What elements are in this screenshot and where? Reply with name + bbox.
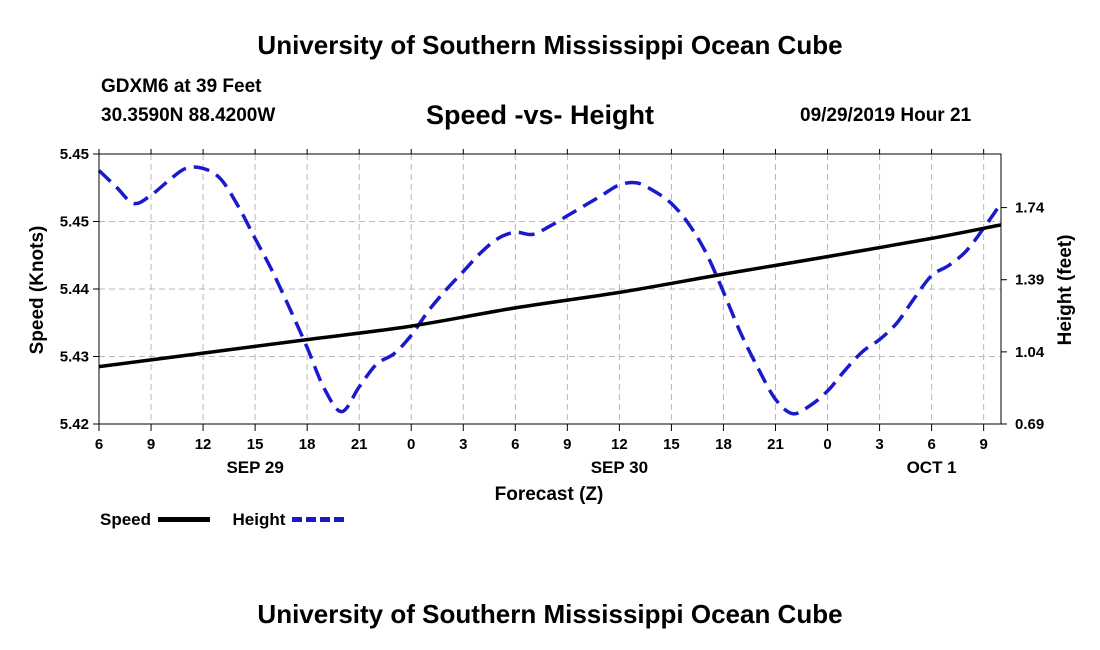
x-tick-label: 0 (407, 436, 415, 453)
station-label: GDXM6 at 39 Feet (101, 76, 262, 97)
x-tick-label: 3 (875, 436, 883, 453)
x-tick-label: 12 (195, 436, 212, 453)
legend-height-swatch (292, 517, 345, 523)
legend-speed-label: Speed (100, 509, 152, 529)
x-tick-label: 21 (351, 436, 368, 453)
chart-title: Speed -vs- Height (426, 100, 655, 130)
x-tick-label: 12 (611, 436, 628, 453)
y-right-tick-label: 1.39 (1015, 272, 1044, 289)
x-date-label: SEP 30 (591, 458, 648, 477)
x-tick-label: 0 (823, 436, 831, 453)
y-left-tick-label: 5.45 (60, 146, 89, 163)
x-tick-label: 3 (459, 436, 467, 453)
x-date-label: SEP 29 (226, 458, 283, 477)
x-tick-label: 6 (511, 436, 519, 453)
x-tick-label: 6 (95, 436, 103, 453)
x-tick-label: 6 (927, 436, 935, 453)
y-axis-label-right: Height (feet) (1055, 235, 1076, 346)
y-right-tick-label: 0.69 (1015, 416, 1044, 433)
series-lines (97, 165, 1003, 416)
y-right-tick-label: 1.04 (1015, 344, 1045, 361)
y-left-tick-label: 5.44 (60, 281, 90, 298)
x-tick-label: 15 (663, 436, 680, 453)
x-tick-label: 9 (979, 436, 987, 453)
x-tick-label: 18 (299, 436, 316, 453)
speed-series-line (98, 223, 1002, 369)
x-tick-label: 15 (247, 436, 264, 453)
y-left-tick-label: 5.42 (60, 416, 89, 433)
forecast-datetime: 09/29/2019 Hour 21 (800, 105, 972, 126)
x-date-label: OCT 1 (907, 458, 957, 477)
x-axis-label: Forecast (Z) (495, 484, 604, 505)
legend: Speed Height (100, 509, 345, 530)
y-axis-label-left: Speed (Knots) (27, 226, 48, 355)
y-right-tick-label: 1.74 (1015, 200, 1045, 217)
legend-speed-swatch (157, 517, 210, 523)
height-series-line (97, 165, 1003, 416)
coordinates-label: 30.3590N 88.4200W (101, 105, 276, 126)
footer-title: University of Southern Mississippi Ocean… (257, 599, 843, 629)
x-tick-label: 18 (715, 436, 732, 453)
x-tick-label: 9 (147, 436, 155, 453)
y-left-tick-label: 5.45 (60, 214, 89, 231)
x-tick-label: 9 (563, 436, 571, 453)
y-left-tick-label: 5.43 (60, 349, 89, 366)
grid-lines (99, 154, 1001, 424)
page-title: University of Southern Mississippi Ocean… (257, 30, 843, 60)
legend-height-label: Height (232, 509, 286, 529)
x-tick-label: 21 (767, 436, 784, 453)
axes: 6 9 12 15 18 21 0 3 6 9 12 15 18 21 0 3 6 9 5.42 5.43 5.44 5.… (60, 146, 1045, 477)
